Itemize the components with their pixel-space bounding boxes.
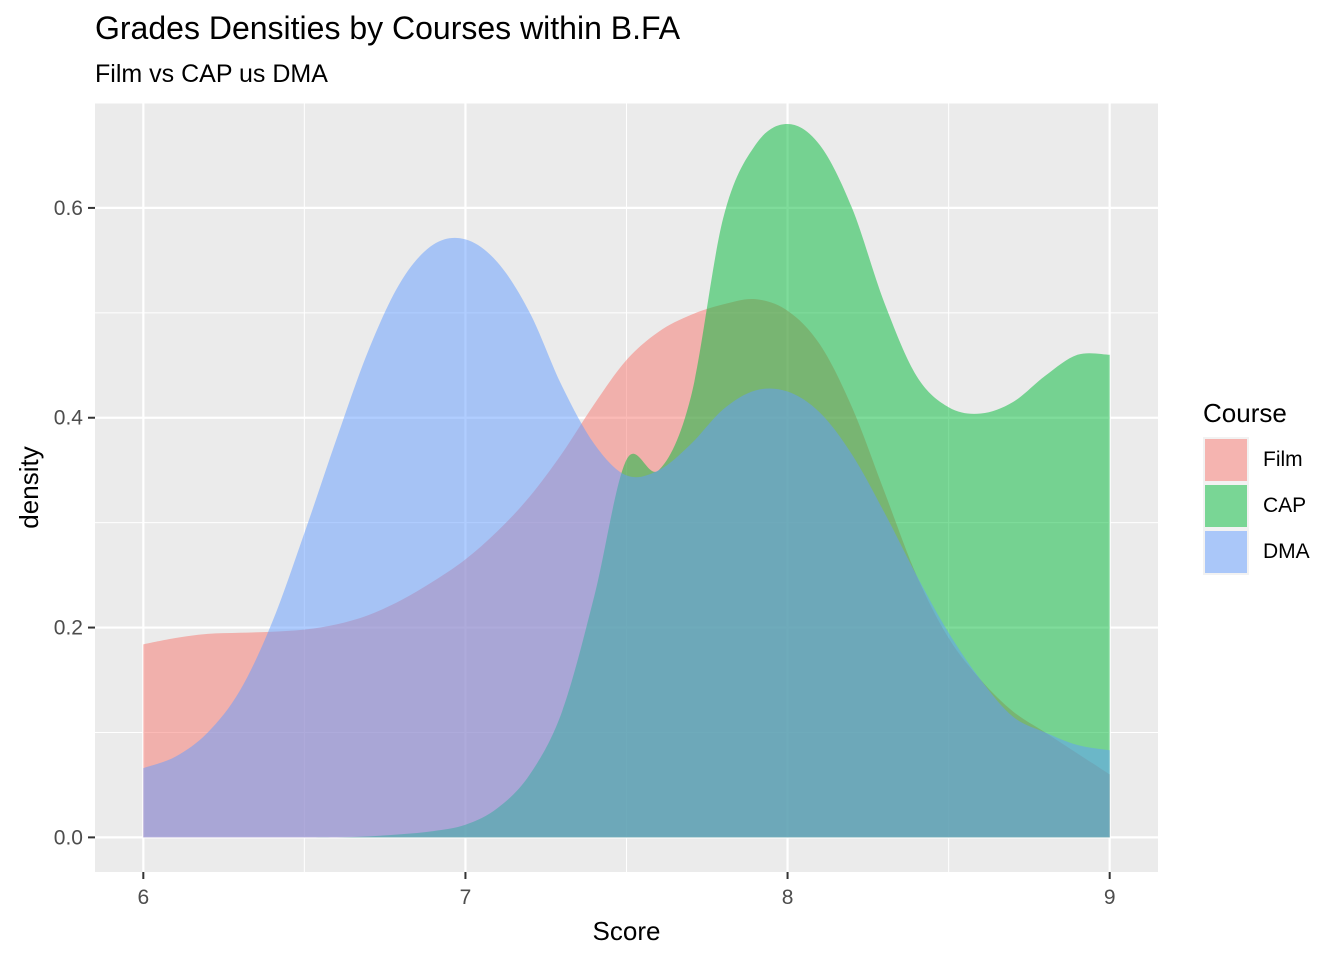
legend-label: Film	[1263, 448, 1303, 471]
legend-swatch	[1205, 439, 1247, 481]
legend-item-dma: DMA	[1203, 529, 1310, 575]
y-tick-label: 0.4	[54, 407, 84, 430]
density-area-dma	[143, 237, 1110, 838]
legend-key	[1203, 483, 1249, 529]
legend-item-cap: CAP	[1203, 483, 1310, 529]
legend-label: CAP	[1263, 494, 1307, 517]
x-tick-label: 9	[1104, 886, 1116, 909]
legend-key	[1203, 437, 1249, 483]
x-tick-label: 7	[460, 886, 472, 909]
chart-title: Grades Densities by Courses within B.FA	[95, 10, 681, 46]
y-tick-label: 0.0	[54, 826, 83, 849]
chart-subtitle: Film vs CAP us DMA	[95, 60, 328, 88]
legend: Course Film CAP DMA	[1203, 398, 1310, 575]
legend-items: Film CAP DMA	[1203, 437, 1310, 575]
density-areas	[143, 123, 1110, 838]
legend-swatch	[1205, 485, 1247, 527]
y-axis-label: density	[14, 446, 44, 528]
legend-key	[1203, 529, 1249, 575]
x-axis-label: Score	[593, 916, 661, 946]
legend-item-film: Film	[1203, 437, 1310, 483]
y-tick-label: 0.2	[54, 617, 83, 640]
x-tick-label: 8	[782, 886, 794, 909]
legend-label: DMA	[1263, 540, 1310, 563]
x-axis: 6 7 8 9	[137, 872, 1116, 909]
y-tick-label: 0.6	[54, 197, 83, 220]
legend-swatch	[1205, 531, 1247, 573]
y-axis: 0.0 0.2 0.4 0.6	[54, 197, 95, 849]
x-tick-label: 6	[137, 886, 149, 909]
legend-title: Course	[1203, 398, 1287, 428]
